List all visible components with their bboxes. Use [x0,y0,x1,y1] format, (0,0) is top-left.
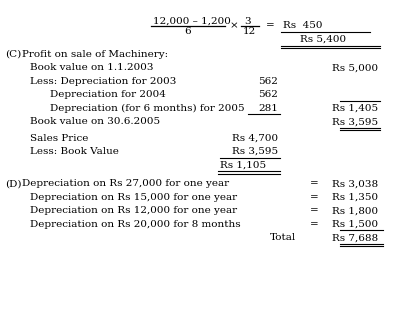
Text: Rs 3,595: Rs 3,595 [332,117,378,126]
Text: Profit on sale of Machinery:: Profit on sale of Machinery: [22,50,168,59]
Text: 281: 281 [258,104,278,113]
Text: Depreciation on Rs 15,000 for one year: Depreciation on Rs 15,000 for one year [30,193,237,202]
Text: 3: 3 [244,16,251,26]
Text: =: = [310,179,319,189]
Text: 562: 562 [258,90,278,99]
Text: Rs 1,800: Rs 1,800 [332,207,378,215]
Text: 6: 6 [184,27,191,36]
Text: Rs 1,500: Rs 1,500 [332,220,378,229]
Text: =: = [266,21,275,31]
Text: Depreciation on Rs 27,000 for one year: Depreciation on Rs 27,000 for one year [22,179,229,189]
Text: Total: Total [270,234,296,242]
Text: ×: × [230,21,239,31]
Text: Less: Depreciation for 2003: Less: Depreciation for 2003 [30,77,176,86]
Text: Book value on 1.1.2003: Book value on 1.1.2003 [30,63,153,72]
Text: Sales Price: Sales Price [30,134,88,142]
Text: Rs 3,038: Rs 3,038 [332,179,378,189]
Text: Rs 5,400: Rs 5,400 [300,35,346,44]
Text: =: = [310,193,319,202]
Text: (D): (D) [5,179,21,189]
Text: 12: 12 [243,27,256,36]
Text: Rs 1,405: Rs 1,405 [332,104,378,113]
Text: Rs 1,350: Rs 1,350 [332,193,378,202]
Text: Rs 4,700: Rs 4,700 [232,134,278,142]
Text: Rs 3,595: Rs 3,595 [232,147,278,156]
Text: Depreciation (for 6 months) for 2005: Depreciation (for 6 months) for 2005 [50,104,245,113]
Text: (C): (C) [5,50,21,59]
Text: Depreciation for 2004: Depreciation for 2004 [50,90,166,99]
Text: Rs 5,000: Rs 5,000 [332,63,378,72]
Text: Rs 1,105: Rs 1,105 [220,161,266,169]
Text: =: = [310,207,319,215]
Text: 562: 562 [258,77,278,86]
Text: Rs 7,688: Rs 7,688 [332,234,378,242]
Text: 12,000 – 1,200: 12,000 – 1,200 [153,16,231,26]
Text: Depreciation on Rs 20,000 for 8 months: Depreciation on Rs 20,000 for 8 months [30,220,241,229]
Text: =: = [310,220,319,229]
Text: Depreciation on Rs 12,000 for one year: Depreciation on Rs 12,000 for one year [30,207,237,215]
Text: Rs  450: Rs 450 [283,21,323,31]
Text: Book value on 30.6.2005: Book value on 30.6.2005 [30,117,160,126]
Text: Less: Book Value: Less: Book Value [30,147,119,156]
